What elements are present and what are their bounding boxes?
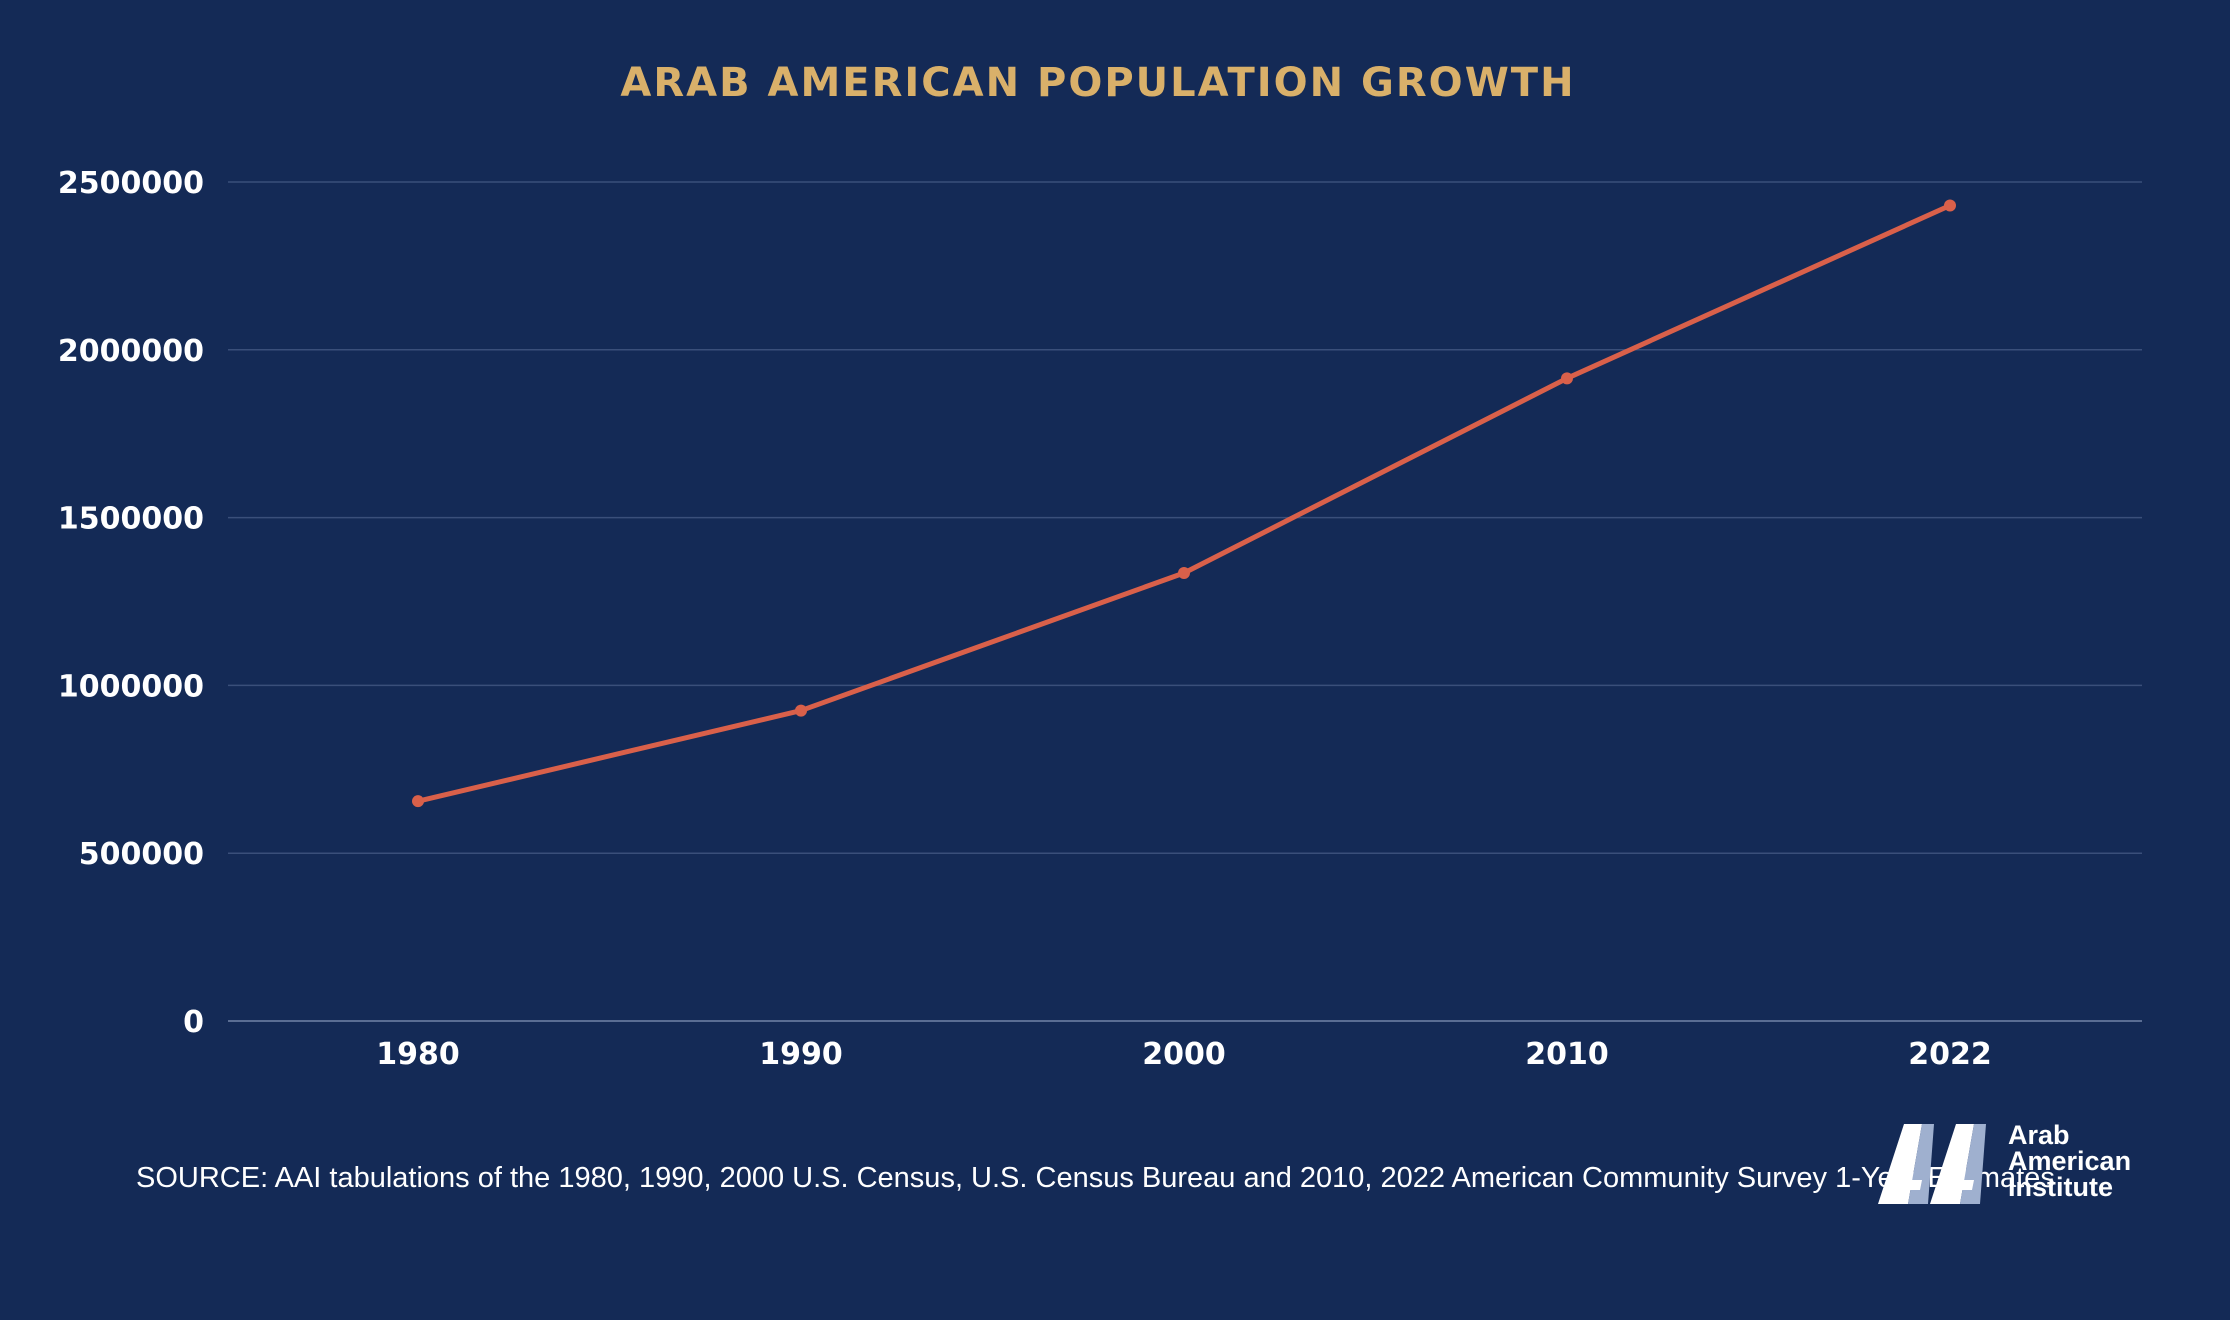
source-note: SOURCE: AAI tabulations of the 1980, 199… <box>136 1162 2055 1194</box>
data-point <box>1178 566 1190 579</box>
data-point <box>1944 199 1956 212</box>
x-tick-label: 2022 <box>1908 1037 1992 1072</box>
x-tick-label: 2000 <box>1142 1037 1226 1072</box>
y-axis-ticks: 0 500000 1000000 1500000 2000000 2500000 <box>58 166 204 1040</box>
y-tick-label: 500000 <box>79 837 204 872</box>
logo-text-line-1: Arab <box>2008 1120 2070 1150</box>
data-point <box>795 704 807 717</box>
logo-text-line-2: American <box>2008 1146 2132 1176</box>
series-line <box>415 202 1953 804</box>
series-layer <box>412 199 1956 808</box>
aai-logo: Arab American Institute <box>1878 1120 2132 1210</box>
y-tick-label: 1500000 <box>58 502 204 537</box>
logo-text: Arab American Institute <box>2008 1120 2132 1202</box>
y-tick-label: 1000000 <box>58 669 204 704</box>
x-axis-ticks: 1980 1990 2000 2010 2022 <box>376 1037 1992 1072</box>
y-tick-label: 0 <box>183 1005 204 1040</box>
x-tick-label: 1990 <box>759 1037 843 1072</box>
data-point <box>412 795 424 808</box>
logo-text-line-3: Institute <box>2008 1172 2113 1202</box>
grid-lines <box>228 181 2142 1022</box>
aai-logo-mark-icon <box>1878 1124 1986 1204</box>
x-tick-label: 2010 <box>1525 1037 1609 1072</box>
y-tick-label: 2000000 <box>58 334 204 369</box>
data-point <box>1561 372 1573 385</box>
chart-title: ARAB AMERICAN POPULATION GROWTH <box>620 60 1576 106</box>
x-tick-label: 1980 <box>376 1037 460 1072</box>
y-tick-label: 2500000 <box>58 166 204 201</box>
